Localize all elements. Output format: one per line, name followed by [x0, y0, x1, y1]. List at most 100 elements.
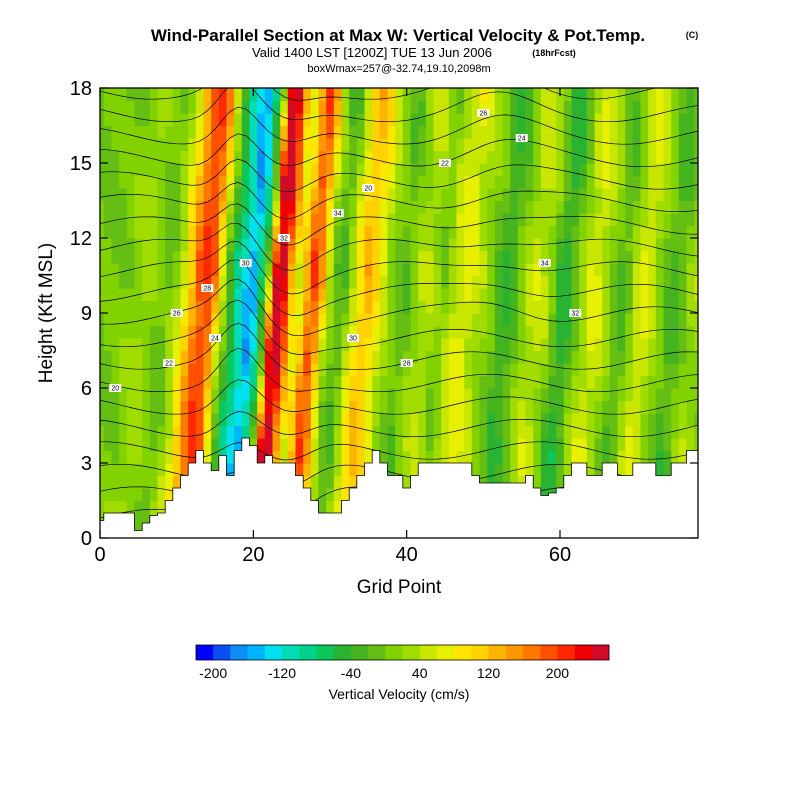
w-cell	[533, 200, 542, 214]
w-cell	[441, 325, 450, 339]
w-cell	[134, 300, 143, 314]
w-cell	[479, 425, 488, 439]
w-cell	[126, 113, 136, 127]
w-cell	[326, 413, 335, 427]
w-cell	[134, 463, 143, 477]
w-cell	[188, 438, 197, 452]
w-cell	[441, 100, 450, 114]
w-cell	[165, 275, 174, 289]
w-cell	[502, 238, 511, 252]
w-cell	[441, 425, 450, 439]
w-cell	[655, 288, 665, 302]
w-cell	[663, 213, 672, 227]
w-cell	[218, 275, 228, 289]
w-cell	[218, 438, 228, 452]
w-cell	[571, 375, 580, 389]
w-cell	[249, 113, 258, 127]
w-cell	[318, 313, 327, 327]
w-cell	[157, 388, 166, 402]
w-cell	[609, 150, 619, 164]
w-cell	[425, 313, 435, 327]
contour-label: 34	[334, 211, 342, 218]
w-cell	[402, 313, 412, 327]
w-cell	[494, 200, 504, 214]
w-cell	[280, 363, 289, 377]
w-cell	[479, 125, 488, 139]
w-cell	[134, 475, 143, 489]
w-cell	[100, 113, 105, 127]
w-cell	[617, 388, 626, 402]
w-cell	[586, 388, 596, 402]
w-cell	[402, 475, 412, 489]
w-cell	[272, 288, 281, 302]
w-cell	[157, 488, 166, 502]
w-cell	[142, 413, 151, 427]
w-cell	[510, 450, 519, 464]
w-cell	[349, 288, 358, 302]
w-cell	[617, 450, 626, 464]
w-cell	[410, 338, 419, 352]
w-cell	[425, 163, 435, 177]
w-cell	[579, 300, 588, 314]
w-cell	[142, 450, 151, 464]
w-cell	[126, 125, 136, 139]
w-cell	[364, 225, 373, 239]
w-cell	[548, 363, 557, 377]
w-cell	[287, 225, 297, 239]
w-cell	[272, 138, 281, 152]
w-cell	[257, 175, 266, 189]
w-cell	[157, 338, 166, 352]
w-cell	[280, 438, 289, 452]
w-cell	[287, 150, 297, 164]
w-cell	[103, 200, 113, 214]
w-cell	[310, 225, 320, 239]
w-cell	[119, 175, 128, 189]
w-cell	[402, 263, 412, 277]
w-cell	[195, 413, 205, 427]
w-cell	[364, 238, 373, 252]
w-cell	[402, 363, 412, 377]
w-cell	[602, 375, 611, 389]
w-cell	[533, 213, 542, 227]
w-cell	[395, 113, 404, 127]
w-cell	[663, 413, 672, 427]
w-cell	[326, 475, 335, 489]
w-cell	[226, 125, 235, 139]
w-cell	[663, 275, 672, 289]
w-cell	[188, 150, 197, 164]
w-cell	[264, 263, 274, 277]
w-cell	[310, 263, 320, 277]
w-cell	[494, 188, 504, 202]
w-cell	[632, 338, 642, 352]
w-cell	[203, 200, 212, 214]
w-cell	[510, 388, 519, 402]
w-cell	[510, 400, 519, 414]
w-cell	[556, 363, 565, 377]
w-cell	[563, 338, 573, 352]
w-cell	[134, 200, 143, 214]
w-cell	[694, 263, 698, 277]
w-cell	[356, 175, 366, 189]
w-cell	[195, 338, 205, 352]
w-cell	[134, 425, 143, 439]
w-cell	[379, 225, 389, 239]
w-cell	[571, 150, 580, 164]
w-cell	[395, 400, 404, 414]
w-cell	[502, 375, 511, 389]
w-cell	[433, 150, 442, 164]
w-cell	[364, 250, 373, 264]
w-cell	[418, 400, 427, 414]
contour-label-box	[439, 159, 451, 167]
w-cell	[264, 225, 274, 239]
w-cell	[226, 263, 235, 277]
w-cell	[257, 138, 266, 152]
w-cell	[326, 350, 335, 364]
w-cell	[594, 113, 603, 127]
w-cell	[203, 300, 212, 314]
w-cell	[556, 225, 565, 239]
w-cell	[571, 100, 580, 114]
w-cell	[663, 188, 672, 202]
w-cell	[149, 350, 159, 364]
w-cell	[487, 275, 496, 289]
w-cell	[471, 350, 481, 364]
